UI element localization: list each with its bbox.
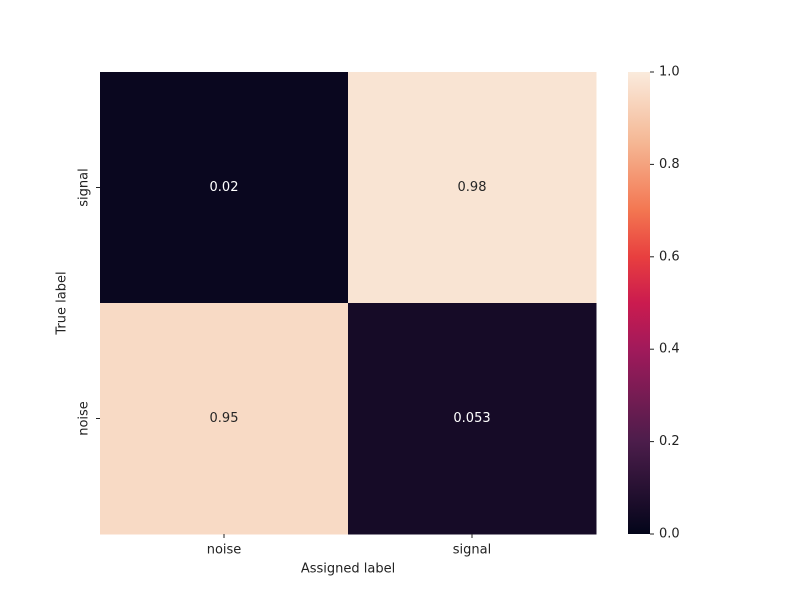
heatmap-cell [100,303,349,535]
colorbar-tick-label: 0.4 [659,342,680,357]
heatmap-cell [100,72,349,304]
cell-label: 0.053 [453,411,490,426]
y-tick-label: signal [77,168,92,206]
cell-label: 0.95 [210,411,239,426]
colorbar [628,72,650,534]
colorbar-tick-label: 0.2 [659,434,680,449]
x-axis-label: Assigned label [301,562,395,577]
colorbar-tick-label: 0.8 [659,157,680,172]
y-tick-label: noise [77,401,92,436]
colorbar-tick-label: 0.6 [659,249,680,264]
x-tick-label: noise [207,543,242,558]
cell-label: 0.98 [458,180,487,195]
heatmap-cell [348,303,597,535]
cell-label: 0.02 [210,180,239,195]
colorbar-tick-label: 0.0 [659,527,680,542]
colorbar-tick-label: 1.0 [659,65,680,80]
y-axis-label: True label [55,271,70,335]
heatmap-cell [348,72,597,304]
x-tick-label: signal [453,543,491,558]
